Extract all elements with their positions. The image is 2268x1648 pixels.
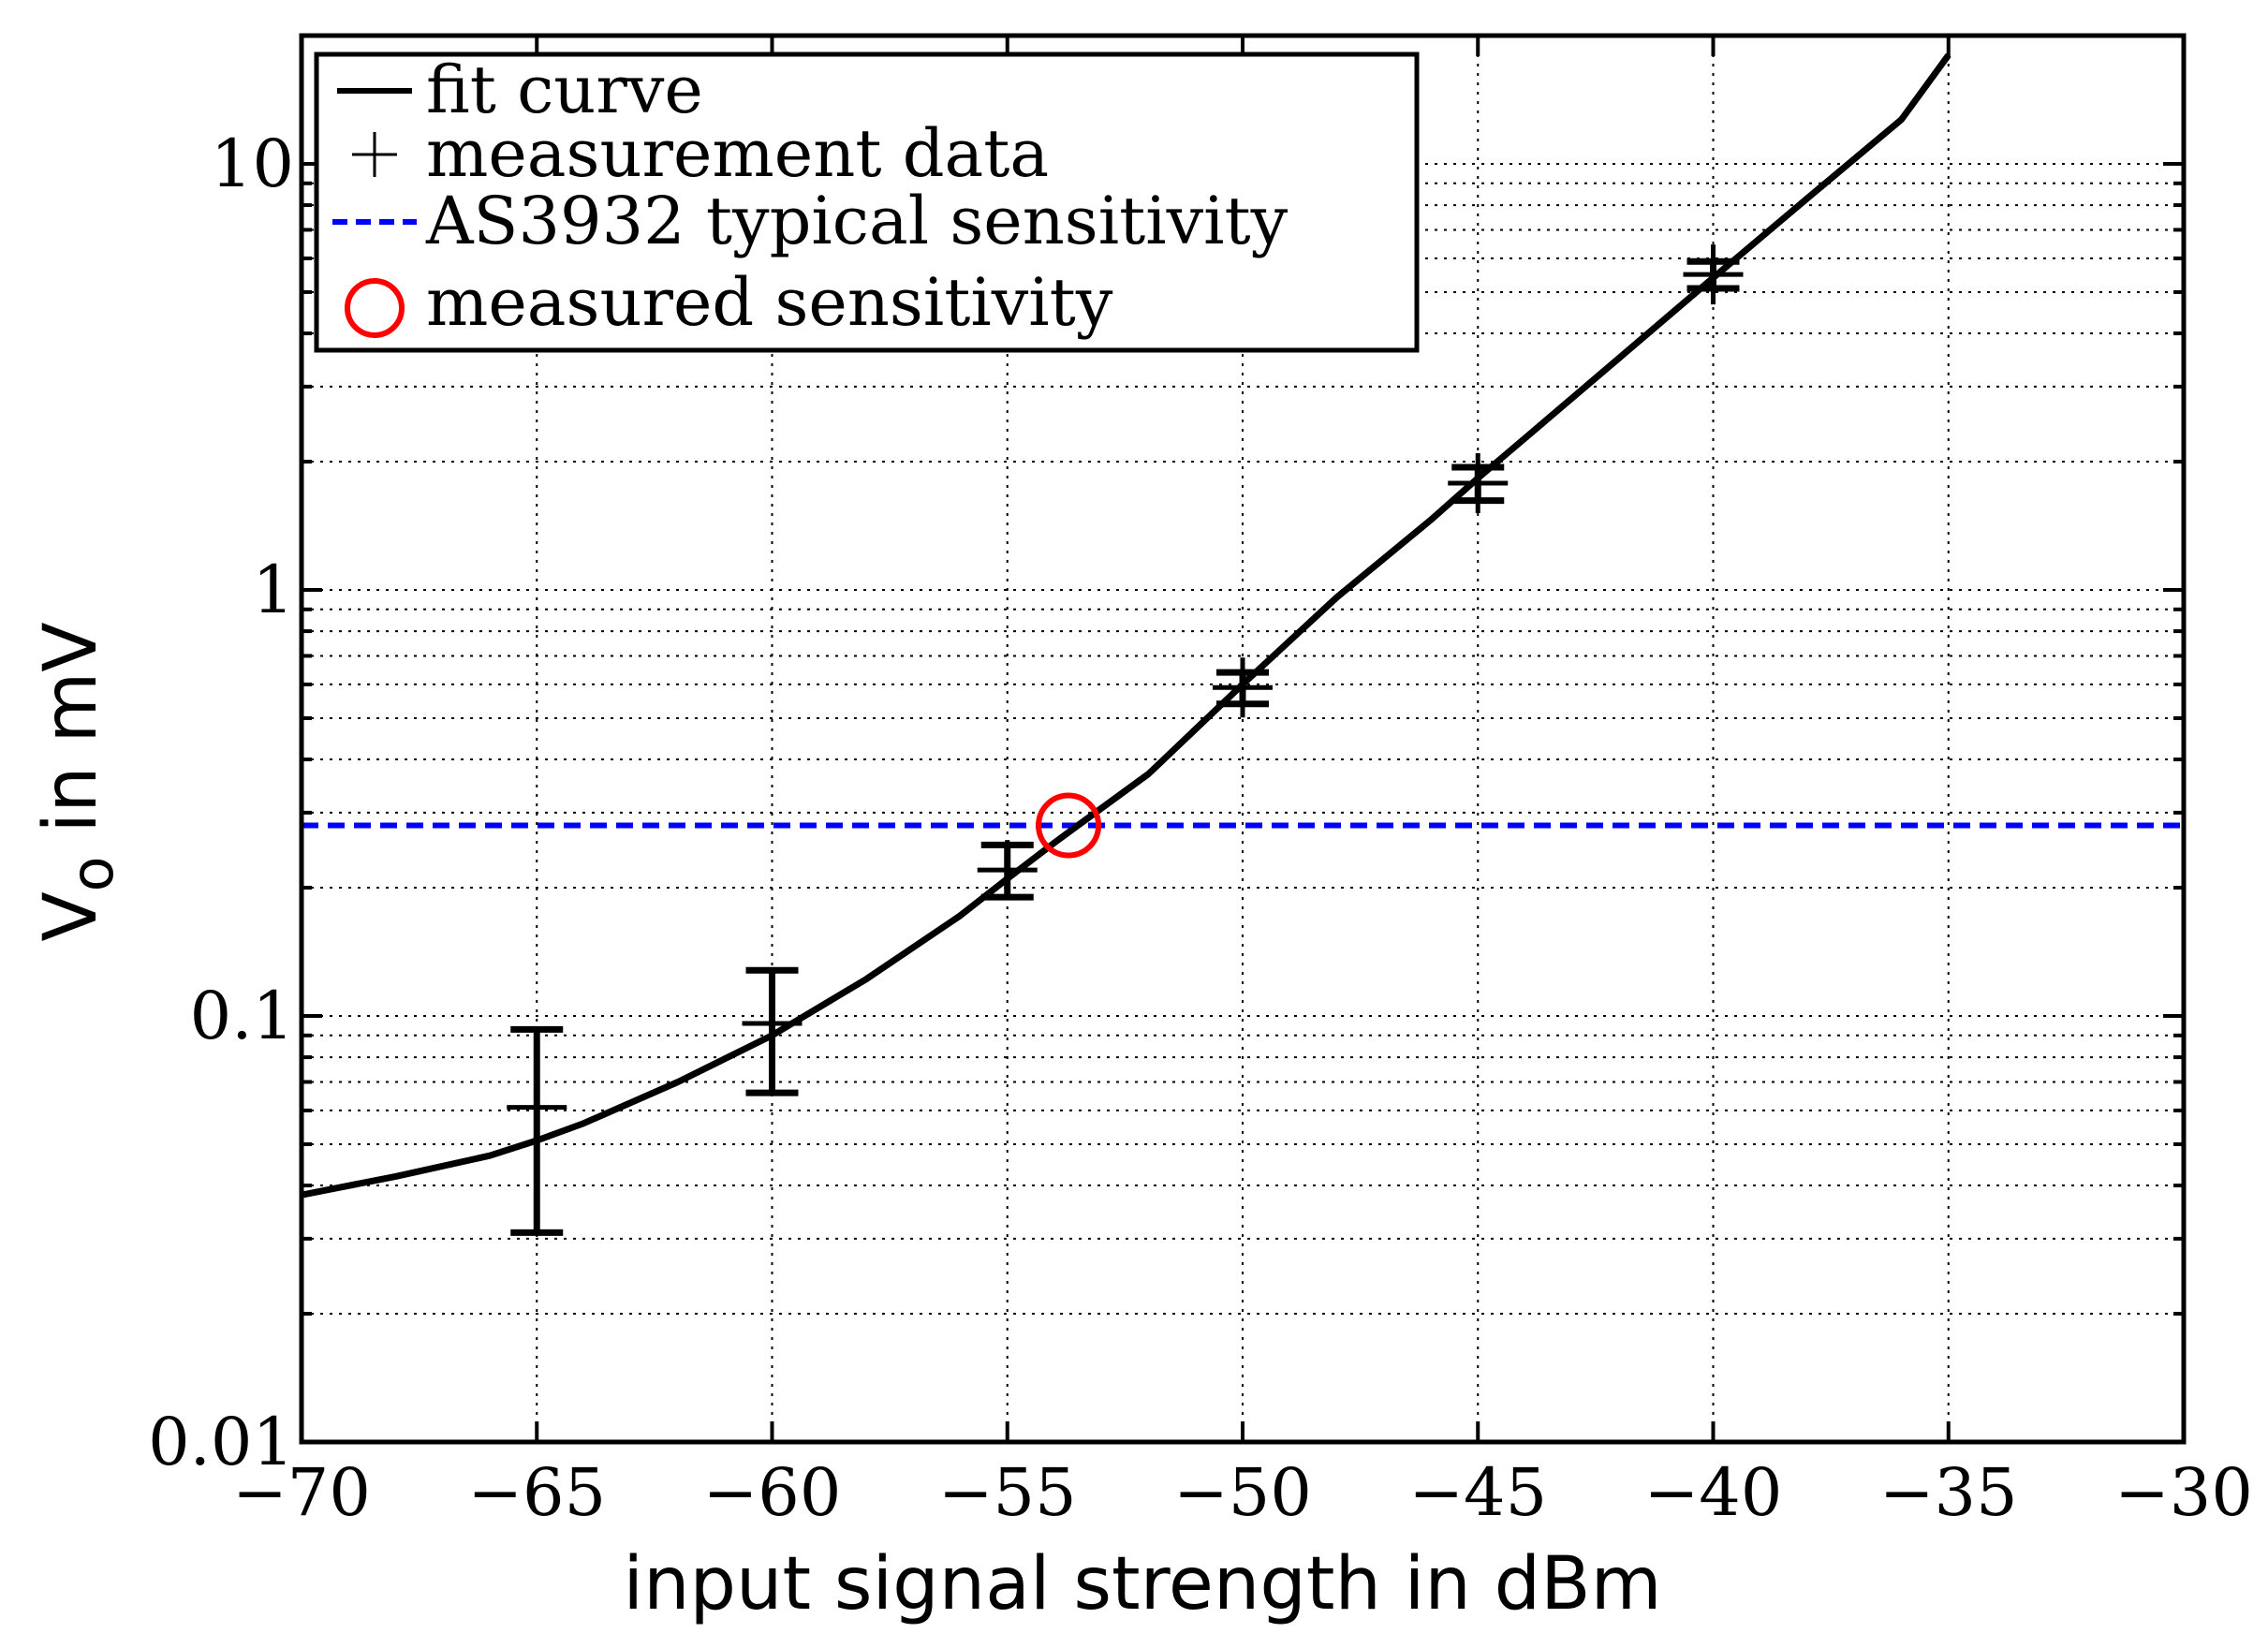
y-axis-title: Vo in mV xyxy=(29,622,126,941)
measured-sensitivity-marker xyxy=(1036,792,1102,859)
y-axis-title-rest: in mV xyxy=(29,622,113,856)
x-tick-label: −60 xyxy=(703,1454,842,1531)
x-tick-label: −55 xyxy=(938,1454,1077,1531)
y-tick-label: 10 xyxy=(211,125,294,202)
legend-label-typical-sensitivity: AS3932 typical sensitivity xyxy=(425,183,1289,259)
x-tick-label: −40 xyxy=(1644,1454,1783,1531)
legend-label-measured-sensitivity: measured sensitivity xyxy=(426,264,1113,341)
y-axis-title-subscript: o xyxy=(58,856,126,891)
measurement-point xyxy=(507,1025,567,1236)
y-tick-label: 0.01 xyxy=(148,1404,294,1480)
y-tick-label: 1 xyxy=(252,552,294,628)
measurement-point xyxy=(1213,657,1273,718)
x-axis-title: input signal strength in dBm xyxy=(623,1542,1661,1626)
axes-ticks: −70 −65 −60 −55 −50 −45 −40 −35 −30 0.01 0.1 1 10 xyxy=(148,34,2253,1531)
measurement-point xyxy=(742,966,803,1096)
x-tick-label: −70 xyxy=(232,1454,371,1531)
legend: fit curve measurement data AS3932 typica… xyxy=(314,52,1420,353)
y-axis-title-main: V xyxy=(29,891,113,941)
x-tick-label: −50 xyxy=(1173,1454,1312,1531)
legend-box xyxy=(314,52,1420,353)
x-tick-label: −30 xyxy=(2114,1454,2253,1531)
y-tick-label: 0.1 xyxy=(190,978,294,1054)
measurement-point xyxy=(977,840,1038,901)
x-tick-label: −45 xyxy=(1408,1454,1547,1531)
measurement-point xyxy=(1448,453,1509,514)
legend-circle-marker xyxy=(345,278,405,338)
x-tick-label: −65 xyxy=(467,1454,606,1531)
fit-curve xyxy=(302,52,1951,1199)
x-tick-label: −35 xyxy=(1879,1454,2018,1531)
legend-label-measurement-data: measurement data xyxy=(426,115,1049,192)
measurement-point xyxy=(1683,244,1744,305)
legend-label-fit-curve: fit curve xyxy=(426,52,703,128)
legend-plus-marker xyxy=(352,132,397,177)
plot-area xyxy=(302,52,2184,1236)
